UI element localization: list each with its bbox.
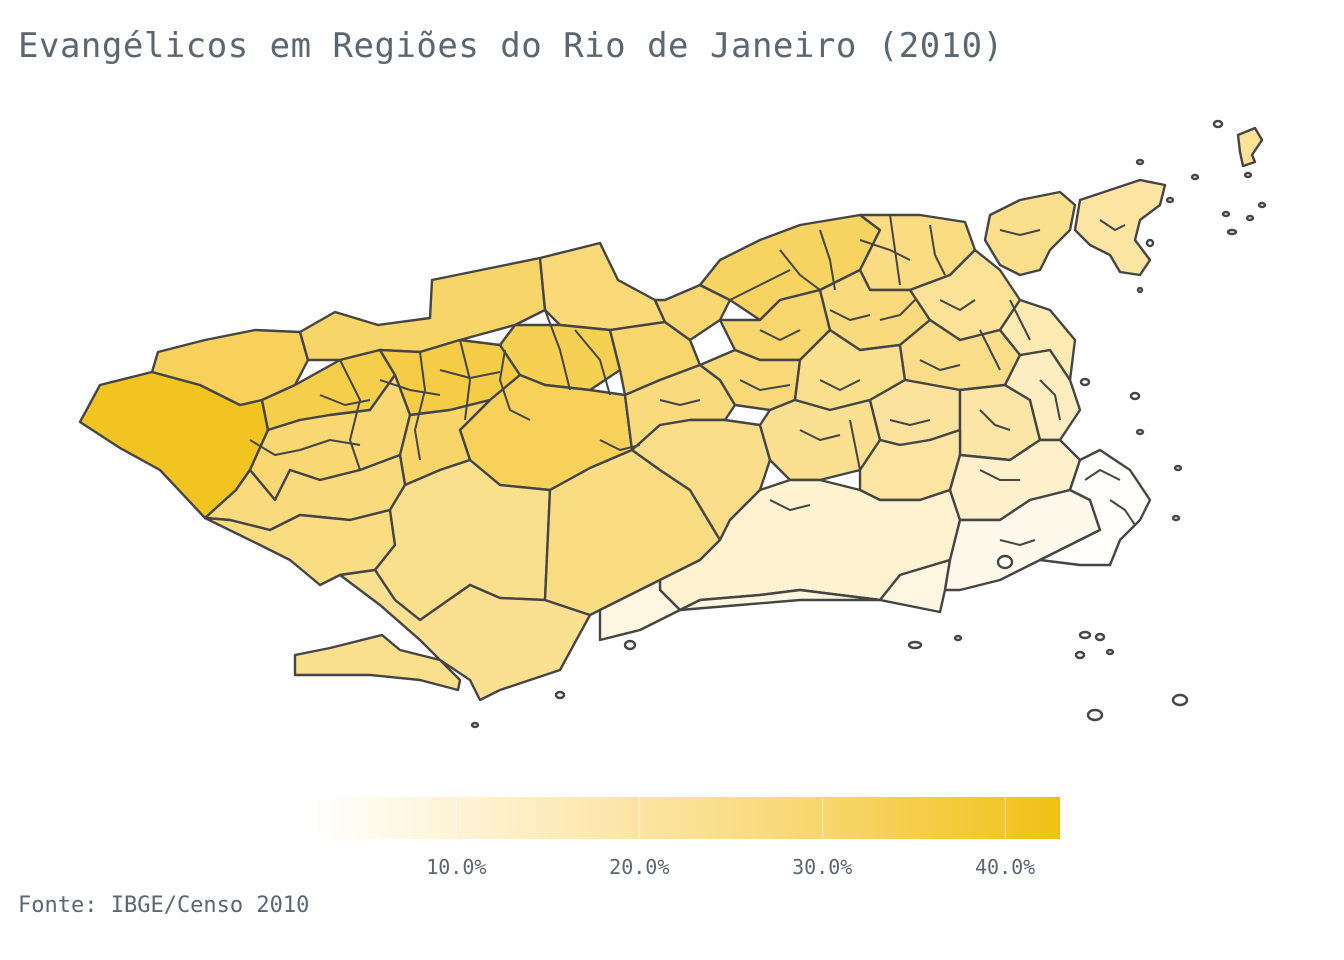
region-west-coast-4 xyxy=(293,633,462,692)
small-island xyxy=(1221,210,1231,218)
small-island xyxy=(1257,201,1267,209)
region-border xyxy=(544,309,571,391)
region-border xyxy=(919,359,961,371)
region-border xyxy=(999,539,1036,546)
region-border xyxy=(979,329,1001,371)
small-island xyxy=(1212,119,1224,129)
region-border xyxy=(979,409,1011,431)
small-island xyxy=(1245,214,1255,222)
region-border xyxy=(849,419,861,471)
small-island xyxy=(1135,158,1145,166)
small-island xyxy=(1173,464,1183,472)
small-island xyxy=(1105,648,1115,656)
map-regions xyxy=(78,126,1264,702)
map-title: Evangélicos em Regiões do Rio de Janeiro… xyxy=(18,26,1004,66)
region-border xyxy=(249,439,301,456)
region-border xyxy=(319,394,371,406)
small-island xyxy=(1190,173,1200,181)
region-south-tip xyxy=(1038,448,1152,567)
region-west-north-3 xyxy=(538,241,667,332)
region-west-coast-3 xyxy=(338,568,592,702)
region-paqueta xyxy=(1236,126,1264,168)
region-border xyxy=(879,299,916,321)
small-islands xyxy=(470,119,1267,729)
small-island xyxy=(996,554,1014,570)
region-border xyxy=(1039,379,1061,421)
region-border xyxy=(739,379,791,391)
region-border xyxy=(979,469,1020,481)
legend-tick-label: 40.0% xyxy=(975,855,1036,879)
legend-gradient-bar xyxy=(310,797,1060,839)
legend-tick-label: 30.0% xyxy=(792,855,853,879)
legend-tick-label: 20.0% xyxy=(609,855,670,879)
small-island xyxy=(1136,286,1144,294)
region-border xyxy=(499,349,531,421)
region-border xyxy=(819,229,836,291)
small-island xyxy=(1226,228,1238,236)
small-island xyxy=(1129,391,1141,401)
region-border xyxy=(859,239,911,261)
region-center-north-2 xyxy=(653,283,732,342)
legend-tick xyxy=(1005,797,1007,839)
region-border xyxy=(379,379,441,396)
small-island xyxy=(1243,171,1253,179)
region-border xyxy=(889,419,931,426)
region-border xyxy=(574,329,611,396)
small-island xyxy=(1145,238,1155,248)
legend-tick-label: 10.0% xyxy=(426,855,487,879)
region-border xyxy=(769,499,811,511)
small-island xyxy=(1079,377,1091,387)
region-border xyxy=(1009,299,1031,341)
small-island xyxy=(1086,708,1104,722)
region-east-2 xyxy=(998,298,1077,382)
legend-tick xyxy=(822,797,824,839)
small-island xyxy=(953,634,963,642)
region-border xyxy=(829,309,871,321)
region-border xyxy=(999,229,1041,236)
region-border xyxy=(799,429,841,441)
region-border xyxy=(889,214,901,286)
small-island xyxy=(1171,693,1189,707)
region-border xyxy=(819,379,861,391)
region-beach-strip xyxy=(598,558,952,642)
region-border xyxy=(729,269,791,301)
region-center-west xyxy=(630,418,772,542)
small-island xyxy=(470,721,480,729)
legend-tick xyxy=(639,797,641,839)
region-border xyxy=(299,439,361,451)
region-border xyxy=(1099,219,1126,231)
small-island xyxy=(1094,632,1106,642)
color-legend: 10.0% 20.0% 30.0% 40.0% xyxy=(310,797,1060,879)
region-border xyxy=(459,339,471,421)
small-island xyxy=(623,639,637,651)
region-border xyxy=(759,329,801,341)
small-island xyxy=(1165,196,1175,204)
small-island xyxy=(1078,630,1092,640)
legend-tick xyxy=(456,797,458,839)
region-borders xyxy=(249,214,1136,546)
small-island xyxy=(1135,428,1145,436)
small-island xyxy=(1171,514,1181,522)
source-note: Fonte: IBGE/Censo 2010 xyxy=(18,893,310,918)
region-border xyxy=(779,249,821,291)
region-border xyxy=(339,359,361,471)
region-border xyxy=(929,224,946,276)
small-island xyxy=(554,690,566,700)
region-border xyxy=(1084,469,1121,481)
small-island xyxy=(1074,650,1086,660)
region-border xyxy=(939,299,976,311)
region-border xyxy=(439,369,501,379)
region-border xyxy=(1109,499,1136,526)
region-border xyxy=(414,351,426,461)
small-island xyxy=(907,640,923,650)
region-border xyxy=(599,439,641,451)
region-border xyxy=(659,399,701,406)
